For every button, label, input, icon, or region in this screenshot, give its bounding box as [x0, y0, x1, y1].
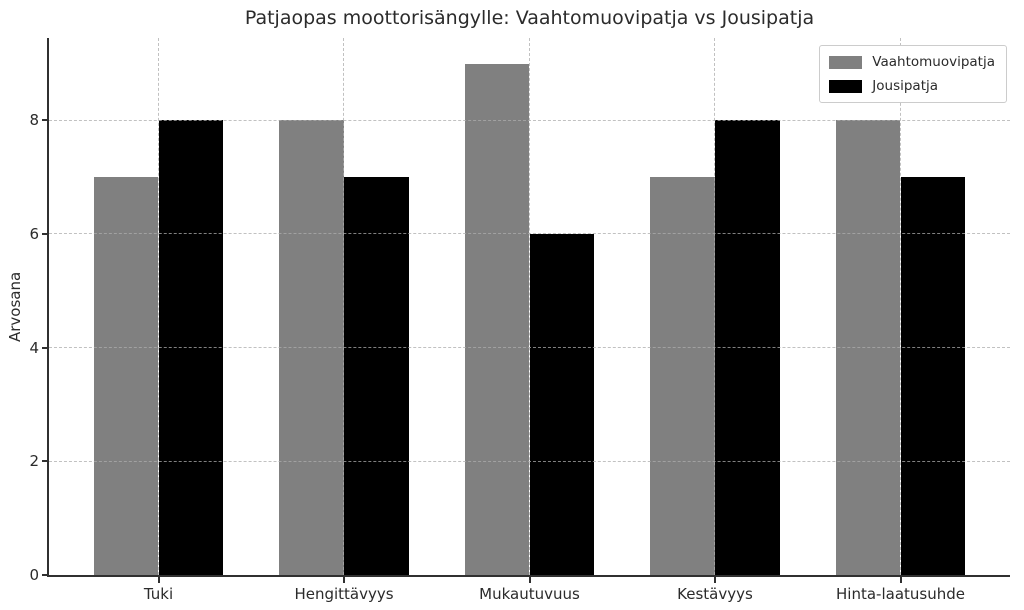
gridline-x-1	[157, 38, 159, 575]
x-tick-mark-4	[714, 577, 716, 583]
y-tick-mark-6	[42, 233, 49, 235]
x-tick-label-5: Hinta-laatusuhde	[836, 585, 965, 603]
y-tick-mark-8	[42, 119, 49, 122]
x-tick-mark-3	[528, 577, 531, 583]
y-tick-label-4: 4	[29, 338, 39, 357]
y-tick-label-6: 6	[29, 225, 39, 243]
x-axis-spine	[47, 575, 1010, 577]
x-tick-label-3: Mukautuvuus	[479, 585, 580, 603]
y-tick-mark-2	[42, 460, 49, 463]
bar-series2-3	[529, 234, 595, 575]
legend-item-2: Jousipatja	[829, 78, 995, 94]
y-tick-label-2: 2	[29, 452, 39, 471]
bar-series2-2	[344, 177, 409, 575]
y-tick-mark-0	[42, 574, 49, 576]
x-tick-mark-1	[157, 577, 160, 583]
legend-swatch-1	[829, 55, 863, 69]
bar-series1-3	[464, 63, 530, 575]
x-tick-label-2: Hengittävyys	[294, 585, 394, 603]
gridline-x-3	[528, 38, 530, 575]
legend-swatch-2	[829, 79, 863, 93]
x-tick-label-1: Tuki	[143, 585, 174, 603]
chart-title: Patjaopas moottorisängylle: Vaahtomuovip…	[244, 7, 815, 29]
x-tick-mark-5	[899, 577, 902, 583]
legend-label-2: Jousipatja	[872, 78, 939, 94]
legend: Vaahtomuovipatja Jousipatja	[819, 45, 1007, 103]
y-tick-label-0: 0	[29, 566, 39, 584]
gridline-x-5	[899, 38, 901, 575]
bar-series1-4	[650, 177, 715, 575]
gridline-x-2	[343, 38, 345, 575]
plot-area: Vaahtomuovipatja Jousipatja	[49, 38, 1010, 575]
gridline-x-4	[714, 38, 716, 575]
y-axis-spine	[47, 38, 49, 577]
legend-label-1: Vaahtomuovipatja	[872, 54, 995, 70]
x-tick-mark-2	[343, 577, 345, 583]
legend-item-1: Vaahtomuovipatja	[829, 54, 995, 70]
y-tick-label-8: 8	[29, 111, 39, 130]
bar-series1-1	[93, 177, 159, 575]
y-tick-mark-4	[42, 346, 49, 349]
x-tick-label-4: Kestävyys	[677, 585, 753, 603]
bar-series2-5	[900, 177, 966, 575]
